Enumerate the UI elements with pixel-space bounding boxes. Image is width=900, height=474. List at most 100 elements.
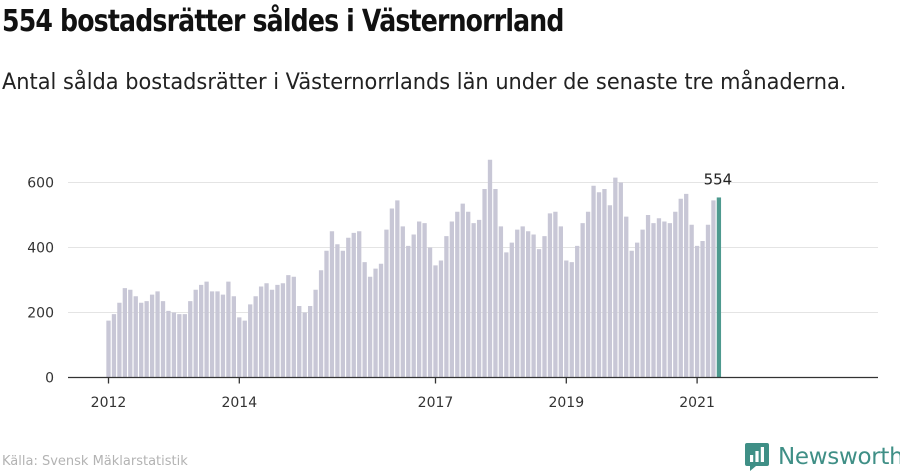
bar: [329, 231, 335, 378]
page-title: 554 bostadsrätter såldes i Västernorrlan…: [2, 4, 564, 39]
bar: [149, 294, 155, 378]
bar: [280, 283, 286, 378]
bar: [629, 250, 634, 378]
bar: [493, 189, 498, 378]
x-tick-label-2019: 2019: [548, 395, 584, 411]
bar: [286, 275, 291, 378]
bar: [302, 312, 307, 378]
bar: [476, 219, 482, 378]
x-tick-label-2021: 2021: [679, 395, 715, 411]
bar: [122, 288, 127, 378]
bar: [515, 229, 520, 378]
bar: [689, 224, 694, 378]
bar: [482, 189, 487, 378]
bar: [182, 314, 187, 378]
bar: [269, 289, 275, 378]
bar: [411, 234, 416, 378]
bar: [220, 294, 226, 378]
bar: [188, 301, 193, 378]
bar: [596, 192, 602, 378]
page-subtitle: Antal sålda bostadsrätter i Västernorrla…: [2, 70, 847, 95]
bar: [526, 231, 531, 378]
highlight-value-label: 554: [704, 170, 733, 188]
bar: [662, 221, 667, 378]
bar: [275, 284, 280, 378]
bar: [602, 189, 607, 378]
bar: [542, 236, 547, 378]
bar: [591, 185, 596, 378]
bars: [106, 159, 722, 378]
bar: [193, 289, 198, 378]
bar: [460, 203, 465, 378]
bar: [362, 262, 367, 378]
bar: [248, 304, 253, 378]
bar: [335, 244, 340, 378]
bar: [318, 270, 324, 378]
bar: [384, 229, 389, 378]
bar: [106, 320, 111, 378]
bar: [667, 223, 672, 378]
bar: [509, 242, 514, 378]
bar: [117, 302, 122, 378]
bar: [651, 223, 656, 378]
bar: [678, 198, 683, 378]
bar: [297, 306, 302, 378]
bar: [340, 250, 345, 378]
bar: [547, 213, 553, 378]
bar: [553, 211, 558, 378]
bar: [487, 159, 493, 378]
bar: [645, 215, 651, 378]
bar: [613, 177, 618, 378]
bar: [264, 283, 269, 378]
bar: [564, 260, 569, 378]
bar: [705, 224, 711, 378]
bar: [378, 263, 384, 378]
bar: [711, 200, 716, 378]
bar: [231, 296, 236, 378]
bar: [177, 314, 182, 378]
bar: [253, 296, 258, 378]
bar: [204, 281, 209, 378]
bar: [427, 247, 433, 378]
bar: [536, 249, 542, 378]
bar: [128, 289, 133, 378]
bar: [171, 312, 177, 378]
bar: [389, 208, 395, 378]
bar: [656, 218, 662, 378]
bar: [640, 229, 645, 378]
axes: [68, 376, 878, 384]
x-tick-label-2014: 2014: [221, 395, 257, 411]
brand-name: Newsworthy: [778, 444, 900, 470]
bar: [624, 216, 629, 378]
bar: [504, 252, 509, 378]
bar: [455, 211, 460, 378]
bar: [433, 265, 438, 378]
bar: [324, 250, 329, 378]
bar-highlight: [716, 197, 722, 378]
bar: [607, 205, 613, 378]
bar: [226, 281, 231, 378]
bar: [367, 276, 373, 378]
y-tick-label-200: 200: [27, 306, 54, 322]
bar: [308, 306, 313, 378]
bar: [580, 223, 585, 378]
bar: [673, 211, 678, 378]
bar: [160, 301, 166, 378]
bar: [694, 245, 700, 378]
y-tick-label-400: 400: [27, 241, 54, 257]
bar: [635, 242, 640, 378]
x-tick-label-2017: 2017: [418, 395, 454, 411]
bar: [242, 320, 247, 378]
bar: [444, 236, 449, 378]
bar: [585, 211, 591, 378]
newsworthy-logo-icon: [745, 443, 769, 471]
bar: [471, 223, 476, 378]
bar: [575, 245, 580, 378]
bar: [111, 314, 117, 378]
bar: [351, 232, 356, 378]
bar: [438, 260, 444, 378]
bar: [498, 226, 504, 378]
x-tick-label-2012: 2012: [91, 395, 127, 411]
bar: [558, 226, 563, 378]
bar: [346, 237, 351, 378]
